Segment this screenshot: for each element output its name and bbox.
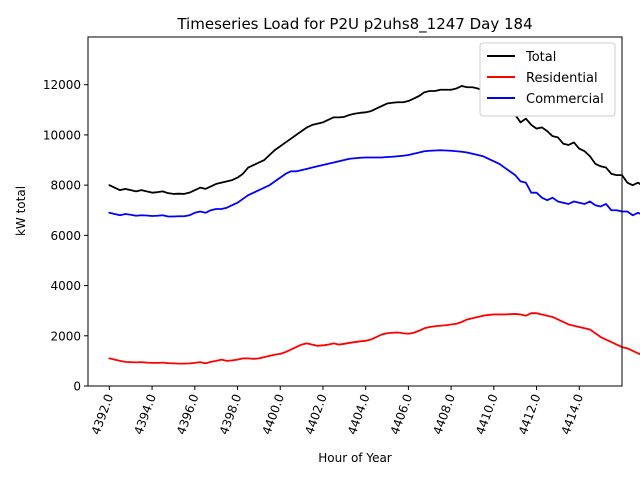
y-axis-label: kW total [14, 186, 28, 236]
y-tick-label: 8000 [50, 179, 81, 193]
y-tick-label: 4000 [50, 279, 81, 293]
series-layer [108, 85, 640, 365]
chart-title: Timeseries Load for P2U p2uhs8_1247 Day … [176, 15, 532, 34]
y-tick-label: 10000 [43, 128, 81, 142]
y-tick-label: 6000 [50, 229, 81, 243]
series-line-residential [108, 312, 640, 365]
plot-frame [87, 36, 623, 387]
x-axis-label: Hour of Year [318, 451, 392, 465]
series-line-total [108, 85, 640, 195]
y-tick-label: 2000 [50, 329, 81, 343]
y-axis-ticks: 0 2000 4000 6000 8000 10000 12000 [43, 78, 88, 394]
legend-label-total: Total [525, 50, 556, 65]
y-tick-label: 0 [73, 380, 81, 394]
legend-label-commercial: Commercial [526, 92, 604, 107]
legend: Total Residential Commercial [479, 42, 616, 117]
legend-label-residential: Residential [526, 71, 598, 86]
series-line-commercial [108, 149, 640, 218]
y-tick-label: 12000 [43, 78, 81, 92]
